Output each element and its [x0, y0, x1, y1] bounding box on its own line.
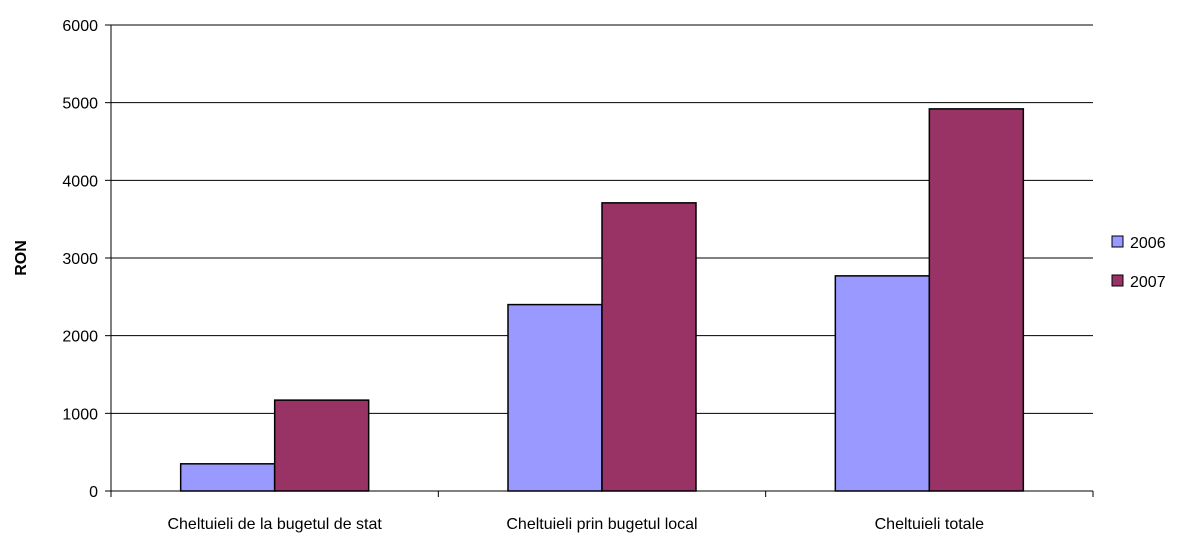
y-tick-label: 1000: [62, 406, 98, 423]
legend-label: 2007: [1130, 274, 1166, 291]
x-category-label: Cheltuieli de la bugetul de stat: [167, 516, 382, 533]
y-tick-label: 5000: [62, 96, 98, 113]
legend-swatch: [1111, 235, 1124, 248]
legend: 2006 2007: [1111, 235, 1166, 291]
bars: [179, 108, 1025, 492]
y-axis-label: RON: [13, 240, 30, 276]
bar-2006: [507, 303, 603, 492]
legend-label: 2006: [1130, 235, 1166, 252]
bar-2006: [179, 463, 276, 492]
y-tick-label: 0: [89, 484, 98, 501]
y-tick-label: 3000: [62, 251, 98, 268]
bar-2007: [928, 108, 1025, 492]
axes: 0 1000 2000 3000 4000 5000 6000 Cheltuieli de l…: [62, 18, 1094, 533]
y-tick-label: 6000: [62, 18, 98, 35]
y-tick-label: 2000: [62, 329, 98, 346]
legend-swatch: [1111, 274, 1124, 287]
bar-2007: [273, 399, 370, 492]
x-category-label: Cheltuieli totale: [875, 516, 985, 533]
x-category-label: Cheltuieli prin bugetul local: [506, 516, 697, 533]
bar-2007: [601, 202, 697, 492]
y-tick-label: 4000: [62, 173, 98, 190]
bar-2006: [834, 275, 931, 492]
